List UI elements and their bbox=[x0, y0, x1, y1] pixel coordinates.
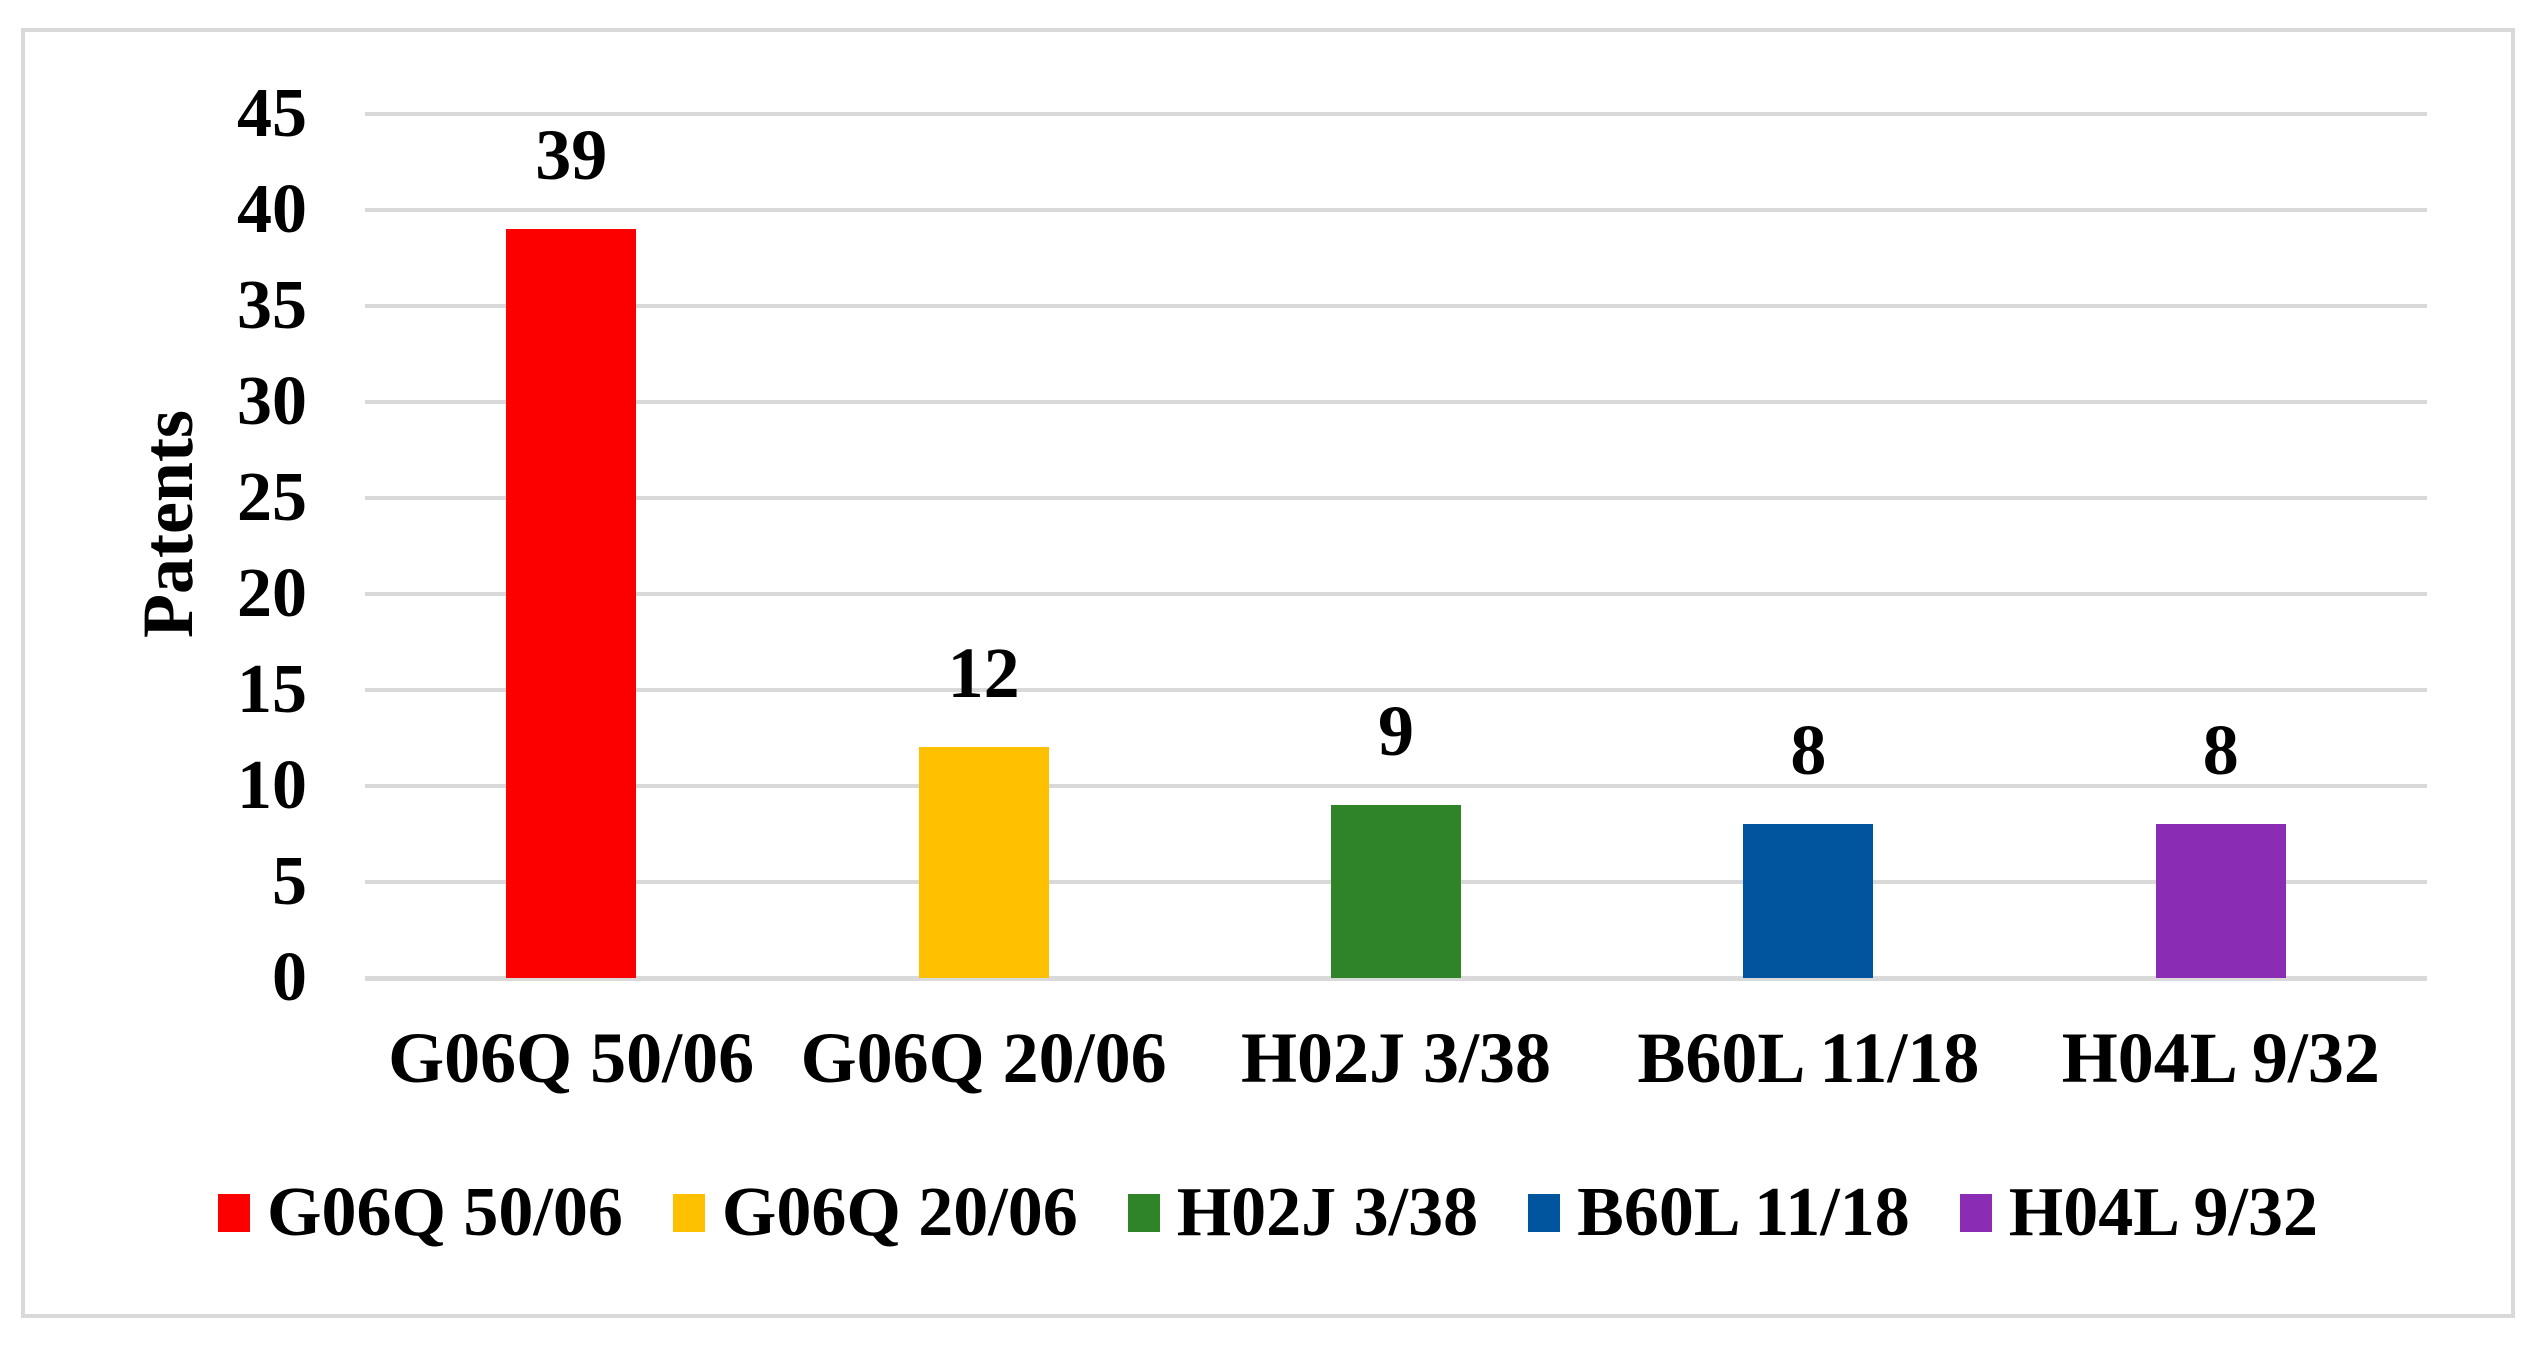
gridline-25 bbox=[365, 495, 2427, 500]
y-tick-label-20: 20 bbox=[237, 554, 307, 632]
bar-G06Q 50/06 bbox=[506, 228, 637, 978]
legend-item-label: B60L 11/18 bbox=[1577, 1174, 1910, 1251]
legend-item: G06Q 20/06 bbox=[672, 1174, 1078, 1251]
x-axis-label: G06Q 50/06 bbox=[388, 1018, 755, 1098]
legend-item-label: H02J 3/38 bbox=[1176, 1174, 1479, 1251]
legend-item: H02J 3/38 bbox=[1127, 1174, 1479, 1251]
bar-value-label: 8 bbox=[2202, 710, 2239, 791]
legend-swatch-icon bbox=[1528, 1194, 1561, 1232]
x-axis-label: H02J 3/38 bbox=[1240, 1018, 1551, 1098]
gridline-35 bbox=[365, 303, 2427, 308]
bar-value-label: 39 bbox=[535, 114, 608, 195]
chart-legend: G06Q 50/06 G06Q 20/06 H02J 3/38 B60L 11/18 H… bbox=[21, 1175, 2515, 1251]
gridline-40 bbox=[365, 207, 2427, 212]
legend-item: B60L 11/18 bbox=[1528, 1175, 1910, 1251]
bar-H02J 3/38 bbox=[1331, 805, 1461, 978]
gridline-20 bbox=[365, 591, 2427, 596]
gridline-15 bbox=[365, 687, 2427, 692]
bar-value-label: 9 bbox=[1378, 691, 1414, 772]
y-tick-label-45: 45 bbox=[237, 74, 307, 152]
legend-swatch-icon bbox=[672, 1194, 705, 1232]
bar-G06Q 20/06 bbox=[918, 747, 1049, 978]
bar-value-label: 8 bbox=[1790, 710, 1827, 791]
legend-item: G06Q 50/06 bbox=[218, 1175, 623, 1251]
gridline-0 bbox=[365, 976, 2427, 981]
bar-H04L 9/32 bbox=[2155, 824, 2286, 978]
y-tick-label-30: 30 bbox=[237, 362, 307, 440]
y-tick-label-25: 25 bbox=[237, 458, 307, 536]
y-tick-label-10: 10 bbox=[237, 746, 307, 824]
x-axis-label: H04L 9/32 bbox=[2061, 1018, 2380, 1098]
legend-swatch-icon bbox=[1127, 1194, 1160, 1232]
legend-item: H04L 9/32 bbox=[1959, 1174, 2318, 1251]
legend-item-label: G06Q 20/06 bbox=[721, 1174, 1078, 1251]
y-tick-label-15: 15 bbox=[237, 650, 307, 728]
gridline-45 bbox=[365, 111, 2427, 116]
gridline-30 bbox=[365, 399, 2427, 404]
y-tick-label-0: 0 bbox=[272, 939, 307, 1016]
legend-swatch-icon bbox=[218, 1194, 251, 1232]
y-tick-label-5: 5 bbox=[272, 842, 307, 920]
x-axis-label: G06Q 20/06 bbox=[800, 1018, 1167, 1098]
chart-outer-frame bbox=[21, 28, 2515, 1318]
x-axis-label: B60L 11/18 bbox=[1637, 1018, 1980, 1098]
legend-item-label: G06Q 50/06 bbox=[267, 1174, 623, 1251]
legend-item-label: H04L 9/32 bbox=[2008, 1174, 2318, 1251]
legend-swatch-icon bbox=[1959, 1194, 1992, 1232]
gridline-10 bbox=[365, 783, 2427, 788]
bar-B60L 11/18 bbox=[1743, 824, 1874, 978]
y-tick-label-35: 35 bbox=[237, 266, 307, 344]
y-tick-label-40: 40 bbox=[237, 170, 307, 248]
bar-value-label: 12 bbox=[947, 633, 1020, 714]
